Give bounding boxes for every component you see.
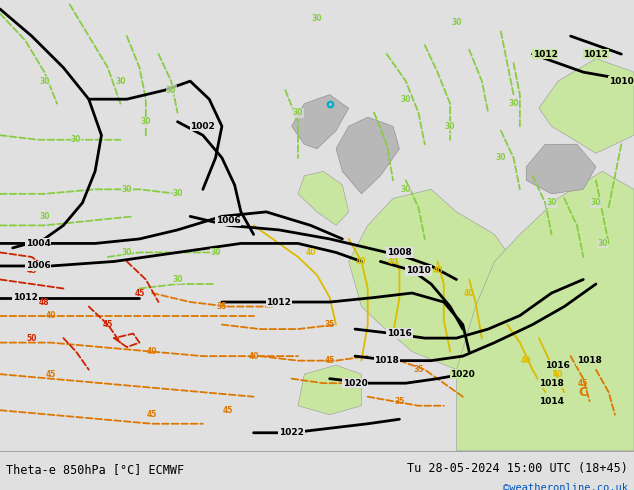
Text: 40: 40 — [521, 356, 531, 365]
Text: 1016: 1016 — [387, 329, 412, 338]
Text: 30: 30 — [508, 99, 519, 108]
Text: 1020: 1020 — [342, 379, 368, 388]
Text: 40: 40 — [147, 347, 157, 356]
Text: 35: 35 — [344, 379, 354, 388]
Text: 30: 30 — [122, 185, 132, 194]
Text: 1008: 1008 — [387, 248, 412, 257]
Polygon shape — [456, 172, 634, 451]
Text: 30: 30 — [172, 275, 183, 284]
Text: 1018: 1018 — [539, 379, 564, 388]
Text: 1002: 1002 — [190, 122, 216, 131]
Text: 1012: 1012 — [266, 297, 292, 307]
Text: 30: 30 — [210, 248, 221, 257]
Text: 40: 40 — [388, 257, 398, 266]
Text: 45: 45 — [46, 369, 56, 379]
Text: 1022: 1022 — [279, 428, 304, 437]
Text: 1018: 1018 — [374, 356, 399, 365]
Text: 30: 30 — [293, 108, 303, 117]
Polygon shape — [539, 59, 634, 153]
Text: 30: 30 — [597, 239, 607, 248]
Text: 30: 30 — [496, 153, 506, 162]
Text: 1018: 1018 — [577, 356, 602, 365]
Text: 40: 40 — [432, 266, 443, 275]
Text: 1012: 1012 — [583, 49, 609, 59]
Text: 1014: 1014 — [539, 397, 564, 406]
Text: 30: 30 — [312, 14, 322, 23]
Text: 45: 45 — [134, 289, 145, 297]
Text: 30: 30 — [166, 86, 176, 95]
Text: 30: 30 — [141, 117, 151, 126]
Text: 1010: 1010 — [609, 76, 634, 86]
Text: 30: 30 — [445, 122, 455, 131]
Text: 35: 35 — [325, 320, 335, 329]
Text: 40: 40 — [553, 369, 563, 379]
Text: 45: 45 — [147, 410, 157, 419]
Polygon shape — [336, 117, 399, 194]
Text: 30: 30 — [451, 18, 462, 27]
Text: 45: 45 — [223, 406, 233, 415]
Text: 30: 30 — [172, 189, 183, 198]
Polygon shape — [349, 189, 539, 379]
Text: 35: 35 — [217, 302, 227, 311]
Text: 30: 30 — [39, 212, 49, 221]
Text: 45: 45 — [27, 266, 37, 275]
Text: ©weatheronline.co.uk: ©weatheronline.co.uk — [503, 483, 628, 490]
Polygon shape — [298, 172, 349, 225]
Text: 50: 50 — [27, 334, 37, 343]
Text: 1012: 1012 — [13, 293, 38, 302]
Text: 1006: 1006 — [216, 217, 241, 225]
Text: 1006: 1006 — [25, 262, 51, 270]
Text: 30: 30 — [591, 198, 601, 207]
Text: 1004: 1004 — [25, 239, 51, 248]
Text: 45: 45 — [103, 320, 113, 329]
Text: 30: 30 — [401, 95, 411, 104]
Text: 30: 30 — [122, 248, 132, 257]
Text: Tu 28-05-2024 15:00 UTC (18+45): Tu 28-05-2024 15:00 UTC (18+45) — [407, 462, 628, 475]
Text: 40: 40 — [306, 248, 316, 257]
Text: 40: 40 — [464, 289, 474, 297]
Text: 30: 30 — [547, 198, 557, 207]
Text: 1012: 1012 — [533, 49, 558, 59]
Text: 45: 45 — [578, 379, 588, 388]
Text: 30: 30 — [401, 185, 411, 194]
Text: 40: 40 — [46, 311, 56, 320]
Text: 48: 48 — [39, 297, 49, 307]
Text: 1020: 1020 — [450, 369, 476, 379]
Text: 35: 35 — [394, 397, 404, 406]
Text: 30: 30 — [71, 135, 81, 144]
Text: 1016: 1016 — [545, 361, 571, 369]
Text: 30: 30 — [115, 76, 126, 86]
Text: 40: 40 — [249, 352, 259, 361]
Text: C: C — [579, 386, 588, 399]
Polygon shape — [526, 144, 596, 194]
Text: 40: 40 — [356, 257, 366, 266]
Polygon shape — [292, 95, 349, 149]
Polygon shape — [298, 365, 361, 415]
Text: 30: 30 — [39, 76, 49, 86]
Text: Theta-e 850hPa [°C] ECMWF: Theta-e 850hPa [°C] ECMWF — [6, 464, 184, 476]
Text: 1010: 1010 — [406, 266, 431, 275]
Text: 35: 35 — [413, 365, 424, 374]
Text: 45: 45 — [325, 356, 335, 365]
